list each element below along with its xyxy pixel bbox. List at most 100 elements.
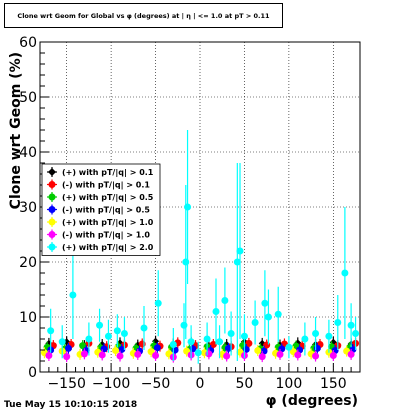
data-point <box>194 349 202 357</box>
data-point <box>154 299 162 307</box>
axes: −150 −100 −50 0 50 100 150 0 10 20 30 40 50 60 <box>19 35 361 392</box>
data-point <box>112 347 120 355</box>
data-point <box>100 345 108 353</box>
data-point <box>251 319 259 326</box>
data-point <box>341 269 349 277</box>
data-point <box>312 330 320 337</box>
data-point <box>242 345 250 353</box>
data-point <box>169 341 177 348</box>
data-point <box>221 297 229 304</box>
legend-label: (+) with pT/|q| > 0.1 <box>62 168 154 177</box>
legend-label: (-) with pT/|q| > 0.5 <box>62 206 150 215</box>
x-tick-label: −150 <box>47 376 85 392</box>
x-tick-label: 150 <box>320 376 347 392</box>
legend-marker <box>48 243 56 251</box>
legend-marker <box>48 206 56 213</box>
data-point <box>274 310 282 318</box>
data-point <box>301 335 309 343</box>
legend-label: (+) with pT/|q| > 1.0 <box>62 218 154 227</box>
legend-marker <box>48 218 56 226</box>
data-point <box>96 321 104 329</box>
x-tick-label: 50 <box>236 376 254 392</box>
data-point <box>63 353 71 361</box>
data-point <box>85 335 93 343</box>
data-point <box>45 352 53 359</box>
data-point <box>209 341 217 348</box>
data-point <box>334 319 342 326</box>
series-7 <box>47 130 360 364</box>
y-axis-label: Clone wrt Geom (%) <box>8 52 24 209</box>
data-series <box>40 130 360 364</box>
x-axis-label: φ (degrees) <box>266 393 358 409</box>
data-point <box>153 344 161 352</box>
data-point <box>245 339 253 347</box>
data-point <box>79 342 87 350</box>
data-point <box>224 344 232 352</box>
data-point <box>276 350 284 358</box>
y-tick-label: 60 <box>19 35 37 51</box>
y-tick-label: 30 <box>19 200 37 216</box>
legend-label: (+) with pT/|q| > 2.0 <box>62 243 154 252</box>
data-point <box>329 352 337 359</box>
legend-label: (-) with pT/|q| > 1.0 <box>62 231 150 240</box>
footer-timestamp: Tue May 15 10:10:15 2018 <box>4 400 138 410</box>
data-point <box>64 344 72 352</box>
legend: (+) with pT/|q| > 0.1 (-) with pT/|q| > 0… <box>41 163 161 256</box>
x-tick-label: 0 <box>196 376 205 392</box>
legend-marker <box>48 181 56 188</box>
data-point <box>98 351 106 359</box>
x-tick-label: 100 <box>276 376 303 392</box>
x-tick-label: −50 <box>141 376 171 392</box>
data-point <box>184 203 192 211</box>
x-tick-label: −100 <box>92 376 130 392</box>
data-point <box>227 330 235 337</box>
data-point <box>285 343 293 351</box>
data-point <box>69 291 77 299</box>
data-point <box>187 338 195 346</box>
data-point <box>203 335 211 343</box>
data-point <box>347 321 355 329</box>
y-tick-label: 40 <box>19 145 37 161</box>
data-point <box>180 321 188 329</box>
data-point <box>264 313 272 321</box>
data-point <box>258 353 266 361</box>
data-point <box>261 299 269 307</box>
legend-marker <box>48 193 56 201</box>
y-tick-label: 20 <box>19 255 37 271</box>
y-tick-label: 10 <box>19 310 37 326</box>
legend-marker <box>48 231 56 238</box>
data-point <box>313 344 321 352</box>
data-point <box>47 327 55 335</box>
chart-title: Clone wrt Geom for Global vs φ (degrees)… <box>4 3 283 28</box>
data-point <box>312 352 320 360</box>
legend-label: (-) with pT/|q| > 0.1 <box>62 181 150 190</box>
data-point <box>223 352 231 360</box>
data-point <box>233 258 241 266</box>
data-point <box>113 327 121 335</box>
data-point <box>58 338 66 346</box>
data-point <box>240 332 248 340</box>
data-point <box>205 350 213 358</box>
legend-marker <box>48 168 56 176</box>
data-point <box>104 332 112 340</box>
data-point <box>140 324 148 332</box>
data-point <box>325 332 333 340</box>
y-tick-label: 50 <box>19 90 37 106</box>
data-point <box>182 258 190 266</box>
legend-box <box>41 163 161 256</box>
data-point <box>347 350 355 358</box>
y-tick-label: 0 <box>28 365 37 381</box>
data-point <box>120 330 128 337</box>
data-point <box>212 308 220 315</box>
data-point <box>80 350 88 358</box>
data-point <box>216 338 224 346</box>
data-point <box>294 351 302 359</box>
data-point <box>352 330 360 337</box>
data-point <box>134 350 142 358</box>
legend-label: (+) with pT/|q| > 0.5 <box>62 193 154 202</box>
data-point <box>116 352 124 360</box>
data-point <box>152 352 160 359</box>
data-point <box>254 347 262 355</box>
data-point <box>236 247 244 255</box>
